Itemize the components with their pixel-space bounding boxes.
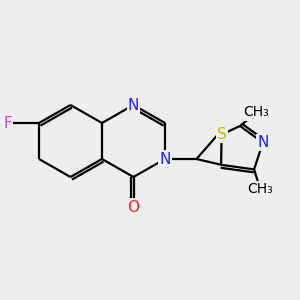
Text: N: N [257,135,269,150]
Text: N: N [159,152,171,166]
Text: CH₃: CH₃ [247,182,273,196]
Text: CH₃: CH₃ [244,106,269,119]
Text: O: O [128,200,140,214]
Text: N: N [128,98,139,112]
Text: F: F [3,116,12,130]
Text: S: S [217,127,226,142]
